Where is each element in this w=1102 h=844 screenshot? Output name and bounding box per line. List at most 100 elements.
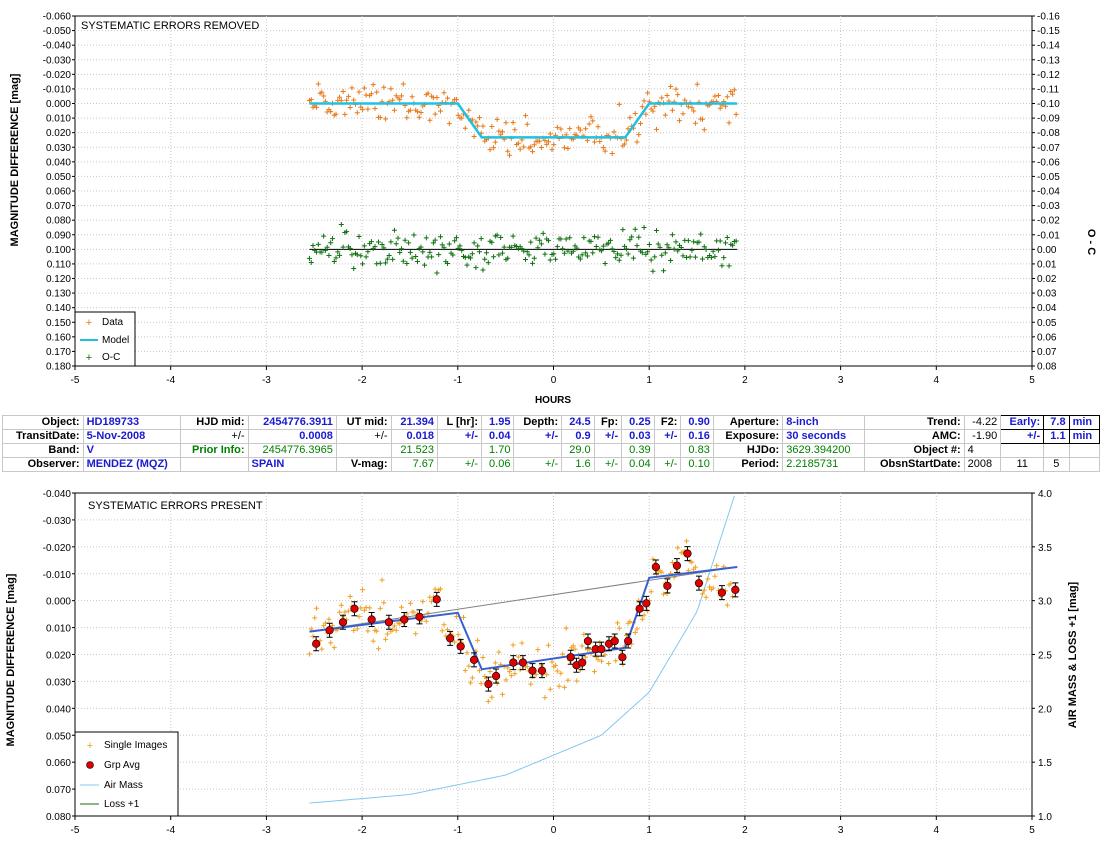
data-point [328,109,334,115]
legend-grp-label: Grp Avg [104,760,140,771]
bottom-y2tick-label: 1.0 [1038,812,1052,823]
single-image-point [705,576,711,582]
single-image-point [462,667,468,673]
oc-point [537,237,543,243]
grp-avg-point [578,658,587,667]
single-image-point [379,577,385,583]
grp-avg-point [651,562,660,572]
bottom-ytick-label: -0.030 [43,516,72,527]
single-image-point [533,671,539,677]
single-image-point [724,602,730,608]
data-point [446,121,452,127]
oc-point [482,256,488,262]
prior-length-value: 1.70 [481,443,515,458]
legend-oc-label: O-C [102,352,120,363]
data-point [639,104,645,110]
oc-point [471,240,477,246]
oc-point [646,242,652,248]
oc-point [326,252,332,258]
single-image-point [645,608,651,614]
oc-point [452,238,458,244]
hjd-err-value: 0.0008 [247,429,337,444]
oc-point [399,246,405,252]
top-y2tick-label: -0.11 [1037,84,1059,95]
single-image-point [553,662,559,668]
data-point [636,132,642,138]
top-ytick-label: 0.150 [46,318,71,329]
bottom-ylabel-right: AIR MASS & LOSS +1 [mag] [1067,581,1079,728]
top-xtick-label: 1 [646,375,652,386]
oc-point [664,242,670,248]
single-image-point [634,626,640,632]
legend-oc-marker: + [86,352,92,364]
oc-point [381,245,387,251]
single-image-point [565,677,571,683]
grp-avg-point [683,549,692,558]
oc-point [558,236,564,242]
oc-point [724,235,730,241]
oc-point [427,249,433,255]
bottom-xtick-label: -1 [453,825,462,836]
observer-value: MENDEZ (MQZ) [82,457,181,472]
data-point [487,147,493,153]
bottom-ylabel-left: MAGNITUDE DIFFERENCE [mag] [5,573,17,746]
single-image-point [689,559,695,565]
obsn-month-value: 11 [1000,457,1045,472]
bottom-air-mass-curve [309,495,735,804]
data-point [685,104,691,110]
data-point [622,141,628,147]
single-image-point [326,616,332,622]
data-point [659,95,665,101]
data-point [528,144,534,150]
single-image-point [512,671,518,677]
oc-point [593,243,599,249]
oc-point [616,257,622,263]
oc-point [542,251,548,257]
top-y2tick-label: -0.14 [1037,41,1060,52]
top-ylabel-left: MAGNITUDE DIFFERENCE [mag] [9,73,21,246]
data-point [530,149,536,155]
data-point [370,82,376,88]
oc-point [372,244,378,250]
single-image-point [384,631,390,637]
data-point [404,115,410,121]
oc-point [567,235,573,241]
oc-point [701,244,707,250]
bottom-ytick-label: -0.020 [43,543,72,554]
period-label: Period: [712,457,784,472]
single-image-point [399,604,405,610]
data-point [689,105,695,111]
single-image-point [515,654,521,660]
depth-value: 24.5 [561,415,595,430]
data-point [390,97,396,103]
amc-label: AMC: [863,429,965,444]
top-ytick-label: 0.180 [46,362,71,373]
single-image-point [613,658,619,664]
oc-point [611,249,617,255]
oc-point [333,255,339,261]
empty-cell [179,457,249,472]
data-point [437,108,443,114]
bottom-panel: -0.040 -0.030 -0.020 -0.010 0.000 0.010 0.020 0… [5,489,1079,836]
single-image-point [342,609,348,615]
single-image-point [347,594,353,600]
data-point [653,126,659,132]
oc-point [413,254,419,260]
f2-err-value: 0.16 [680,429,714,444]
data-point [418,109,424,115]
aperture-label: Aperture: [712,415,784,430]
fp-err-value: 0.03 [621,429,655,444]
obsn-day-value: 5 [1043,457,1070,472]
data-point [338,98,344,104]
data-point [315,81,321,87]
bottom-xtick-label: 1 [646,825,652,836]
band-label: Band: [2,443,84,458]
data-point [503,120,509,126]
info-row-2: TransitDate: 5-Nov-2008 +/- 0.0008 +/- 0… [2,429,1101,444]
single-image-point [312,615,318,621]
data-point [682,97,688,103]
data-point [583,126,589,132]
single-image-point [331,645,337,651]
oc-point [524,249,530,255]
empty-cell [1043,443,1070,458]
